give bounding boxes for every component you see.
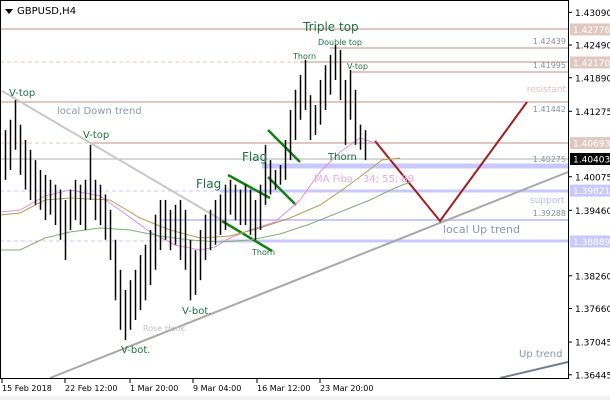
- level-price-box: [570, 235, 610, 248]
- level-label: 1.42439: [533, 37, 566, 46]
- annotation-rose-hook: Rose Hook: [143, 324, 186, 333]
- annotation-local-down: local Down trend: [57, 106, 142, 117]
- annotation-thorn3: Thorn: [251, 248, 275, 257]
- annotation-local-up: local Up trend: [443, 223, 520, 236]
- level-price-label: 1.38889: [573, 238, 610, 248]
- forecast-path: [374, 101, 528, 223]
- annotation-up-trend: Up trend: [519, 349, 563, 360]
- trend-lines: [1, 90, 569, 379]
- x-tick-label: 23 Mar 20:00: [320, 384, 373, 393]
- x-tick-label: 15 Feb 2018: [2, 384, 52, 393]
- annotation-triple-top: Triple top: [302, 20, 359, 34]
- level-price-label: 1.42170: [573, 59, 610, 69]
- annotation-vtop2: V-top: [9, 88, 35, 99]
- level-price-box: [570, 137, 610, 150]
- annotation-vtop1: V-top: [347, 62, 368, 71]
- y-tick-label: 1.38260: [575, 272, 610, 282]
- level-price-label: 1.39821: [573, 187, 610, 197]
- annotation-vbot2: V-bot.: [121, 345, 150, 356]
- annotation-flag1: Flag: [242, 150, 267, 164]
- local-down-trend-line: [1, 90, 226, 223]
- y-tick-label: 1.37045: [575, 339, 610, 349]
- y-tick-label: 1.39460: [575, 207, 610, 217]
- current-price-label: 1.40403: [573, 156, 610, 166]
- annotation-ma-fibo: MA Fibo - 34; 55; 89: [314, 174, 414, 185]
- level-label: 1.41442: [533, 105, 566, 114]
- current-price-box: [570, 153, 610, 165]
- annotation-resistant: resistant: [527, 85, 567, 95]
- x-tick-label: 1 Mar 20:00: [130, 384, 178, 393]
- local-up-trend-line: [49, 171, 569, 379]
- flag-line: [267, 176, 297, 206]
- annotation-support: support: [530, 196, 565, 206]
- annotation-vtop3: V-top: [83, 130, 109, 141]
- ma-34-line: [0, 137, 376, 251]
- level-price-box: [570, 184, 610, 197]
- price-axis: 1.43090 1.42490 1.41890 1.41275 1.40075 1.394…: [568, 9, 610, 381]
- flag-line: [227, 173, 271, 200]
- level-label: 1.41995: [533, 61, 566, 70]
- y-tick-label: 1.41275: [575, 108, 610, 118]
- flag-line: [267, 129, 301, 163]
- scrollbar-strip[interactable]: [0, 396, 610, 400]
- annotation-thorn1: Thorn: [292, 52, 316, 61]
- symbol-title: GBPUSD,H4: [17, 6, 76, 17]
- annotation-thorn2: Thorn: [327, 152, 357, 163]
- x-tick-label: 16 Mar 12:00: [257, 384, 310, 393]
- y-tick-label: 1.40075: [575, 173, 610, 183]
- annotation-double-top: Double top: [318, 38, 362, 47]
- level-price-box: [570, 56, 610, 69]
- level-price-box: [570, 23, 610, 36]
- annotation-vbot1: V-bot.: [182, 306, 211, 317]
- y-tick-label: 1.36445: [575, 371, 610, 381]
- flag-line: [221, 219, 273, 253]
- level-price-label: 1.40693: [573, 140, 610, 150]
- y-tick-label: 1.42490: [575, 42, 610, 52]
- level-price-label: 1.42776: [573, 26, 610, 36]
- symbol-dropdown-icon[interactable]: [5, 9, 13, 14]
- annotation-flag2: Flag: [196, 177, 221, 191]
- time-axis: 15 Feb 2018 22 Feb 12:00 1 Mar 20:00 9 Mar …: [1, 378, 373, 393]
- y-tick-label: 1.43090: [575, 9, 610, 19]
- price-bars: [4, 45, 367, 341]
- level-label: 1.39288: [533, 209, 566, 218]
- x-tick-label: 9 Mar 04:00: [193, 384, 241, 393]
- x-tick-label: 22 Feb 12:00: [65, 384, 117, 393]
- y-tick-label: 1.41890: [575, 74, 610, 84]
- up-trend-line: [499, 361, 569, 379]
- plot-frame: [0, 0, 569, 379]
- y-tick-label: 1.37660: [575, 305, 610, 315]
